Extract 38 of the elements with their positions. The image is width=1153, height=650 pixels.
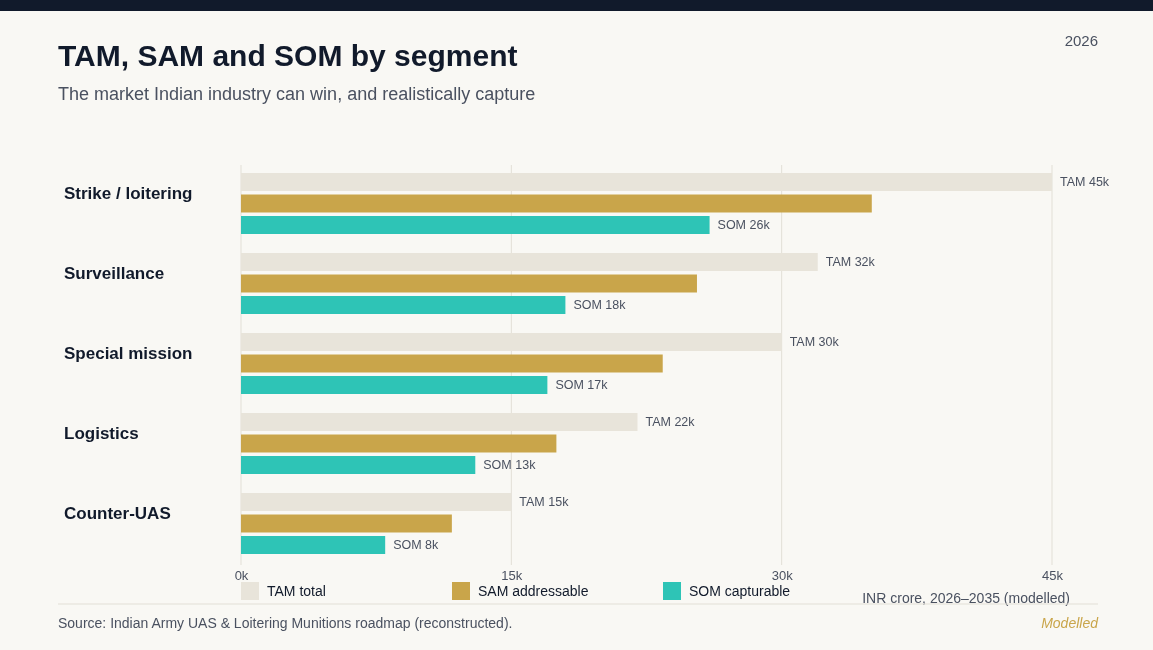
data-label: TAM 45k [1060, 175, 1110, 189]
x-tick-label: 45k [1042, 567, 1064, 583]
x-tick-label: 0k [234, 567, 249, 583]
bar [241, 536, 386, 554]
data-label: TAM 22k [645, 415, 696, 429]
text: Modelled [1041, 615, 1100, 631]
bar [241, 194, 872, 213]
x-tick-label: 30k [771, 567, 794, 583]
bar [241, 514, 452, 533]
y-tick-label: Special mission [64, 344, 193, 363]
chart-title: TAM, SAM and SOM by segment [58, 39, 518, 72]
data-label: SOM 26k [717, 218, 771, 232]
y-tick-label: Logistics [64, 424, 139, 443]
x-axis-title: INR crore, 2026–2035 (modelled) [862, 590, 1070, 606]
bar [241, 216, 710, 234]
source-note: Source: Indian Army UAS & Loitering Munitions roadmap (reconstructed). [58, 615, 513, 631]
data-label: TAM 30k [789, 335, 840, 349]
bar [241, 456, 476, 474]
data-label: TAM 15k [519, 495, 570, 509]
bar [241, 274, 697, 293]
bar [241, 296, 566, 314]
legend-label: SAM addressable [478, 583, 589, 599]
bar [241, 354, 663, 373]
y-tick-label: Strike / loitering [64, 184, 193, 203]
text: 2026 [1064, 32, 1098, 49]
data-label: SOM 18k [573, 298, 627, 312]
bar [241, 376, 548, 394]
legend-label: SOM capturable [689, 583, 791, 599]
y-tick-label: Surveillance [64, 264, 165, 283]
y-tick-label: Counter-UAS [64, 504, 171, 523]
data-label: SOM 8k [393, 538, 440, 552]
data-label: SOM 13k [483, 458, 537, 472]
data-label: TAM 32k [825, 255, 876, 269]
x-tick-label: 15k [501, 567, 523, 583]
bar [241, 434, 557, 453]
legend-label: TAM total [267, 583, 326, 599]
chart-subtitle: The market Indian industry can win, and realistically capture [58, 84, 536, 104]
data-label: SOM 17k [555, 378, 609, 392]
